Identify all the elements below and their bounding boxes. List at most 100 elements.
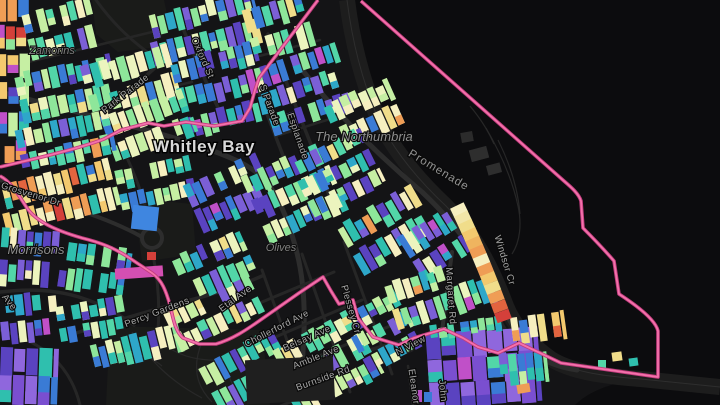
building [330, 164, 343, 181]
building [313, 338, 325, 351]
building [337, 226, 354, 248]
building [47, 17, 57, 26]
building [112, 186, 122, 206]
building [55, 183, 65, 195]
building-block [148, 0, 264, 67]
building-landmark [468, 145, 490, 163]
building [269, 88, 282, 108]
building [239, 241, 248, 252]
building-landmark [244, 355, 336, 405]
building [0, 227, 10, 248]
building-crescent [468, 244, 487, 260]
building [355, 127, 367, 144]
building [197, 66, 207, 78]
building [352, 252, 372, 277]
building [389, 191, 406, 212]
building [248, 152, 263, 173]
building [374, 254, 387, 268]
building [296, 114, 306, 124]
building [396, 233, 416, 259]
building [81, 268, 94, 290]
building [372, 322, 387, 339]
building-landmark [114, 265, 164, 280]
building [307, 198, 322, 218]
building [19, 53, 30, 79]
building [318, 70, 330, 87]
building [196, 93, 207, 105]
building [232, 21, 246, 47]
building [47, 94, 60, 118]
building [237, 166, 248, 177]
building [315, 324, 332, 345]
building [164, 11, 177, 31]
building [250, 5, 266, 29]
building [101, 118, 111, 127]
building [350, 334, 365, 354]
building [87, 173, 98, 183]
building [342, 103, 355, 116]
building [383, 233, 403, 258]
building [552, 325, 562, 338]
building [411, 315, 422, 327]
building [49, 157, 57, 166]
building [264, 345, 275, 357]
building [385, 303, 395, 312]
building [441, 345, 457, 356]
building [7, 55, 19, 73]
building [38, 187, 48, 201]
building [0, 274, 7, 287]
building [256, 166, 273, 191]
building [32, 128, 45, 144]
building [309, 148, 323, 166]
building [189, 251, 204, 270]
building [476, 394, 492, 405]
building [73, 267, 84, 293]
building [151, 46, 165, 69]
building [88, 194, 101, 215]
building [257, 95, 269, 116]
building-block [114, 154, 197, 213]
town-label-whitley-bay: Whitley Bay [153, 137, 255, 156]
building [151, 125, 167, 148]
building [418, 236, 431, 250]
building [442, 359, 458, 382]
road [0, 288, 136, 327]
building-block [0, 227, 60, 289]
building [0, 321, 11, 341]
building [6, 26, 15, 50]
building [16, 86, 27, 97]
building [298, 51, 311, 71]
building [401, 277, 415, 299]
building [251, 45, 262, 55]
building [200, 328, 213, 340]
building [115, 55, 131, 83]
building [384, 199, 403, 222]
building [74, 0, 86, 19]
building-crescent [494, 308, 512, 324]
building [450, 285, 468, 316]
building-landmark [412, 390, 422, 402]
building [183, 127, 195, 140]
building [99, 200, 109, 213]
building-crescent [450, 202, 468, 218]
building-landmark [628, 357, 639, 367]
boundary-line [0, 0, 319, 168]
building [149, 161, 160, 180]
building-crescent [465, 235, 483, 251]
building [368, 308, 378, 318]
building [457, 356, 472, 380]
building [225, 231, 242, 255]
building [260, 5, 274, 27]
building [159, 43, 173, 69]
building [373, 109, 391, 135]
park-area [92, 0, 170, 52]
building [292, 64, 303, 75]
building [6, 39, 15, 50]
building [21, 111, 32, 125]
building [26, 241, 34, 251]
building [255, 343, 265, 354]
building [240, 84, 250, 94]
building [338, 162, 353, 179]
